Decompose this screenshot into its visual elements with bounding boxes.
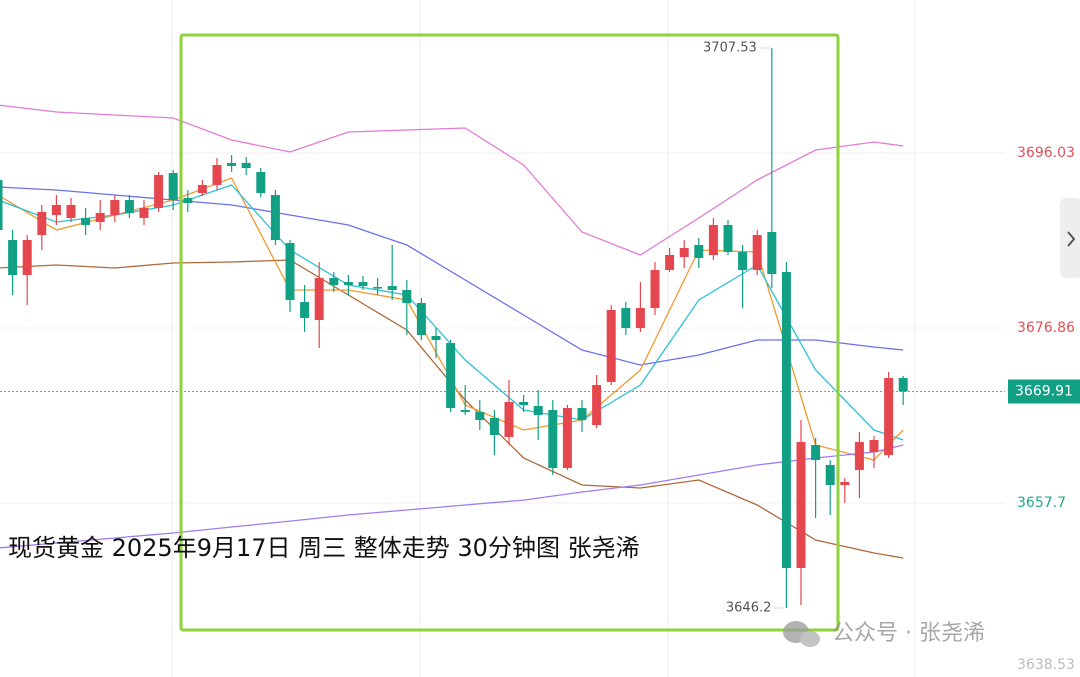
candle-body <box>752 235 762 270</box>
price-axis: 3696.03 3676.86 3657.7 3638.53 3707.53 3646.2… <box>703 41 1080 673</box>
candle-body <box>796 441 806 568</box>
chart-title: 现货黄金 2025年9月17日 周三 整体走势 30分钟图 张尧浠 <box>8 534 640 562</box>
candle-body <box>256 172 266 194</box>
candle-body <box>416 303 426 335</box>
lines <box>0 104 904 559</box>
y-tick-label: 3676.86 <box>1017 320 1075 336</box>
candle-body <box>606 309 616 383</box>
indicator-line <box>0 177 904 461</box>
candles <box>0 48 908 608</box>
candle-body <box>854 441 864 471</box>
candle-body <box>446 343 456 409</box>
candle-body <box>825 464 835 485</box>
watermark-text: 公众号 · 张尧浠 <box>832 621 985 646</box>
y-tick-label: 3657.7 <box>1017 495 1066 511</box>
candle-body <box>621 308 631 329</box>
candle-body <box>139 207 149 219</box>
indicator-line <box>0 186 904 366</box>
candle-body <box>37 212 47 236</box>
candle-body <box>402 289 412 304</box>
candle-body <box>300 302 310 319</box>
side-arrow-button[interactable] <box>1060 198 1080 278</box>
candle-body <box>811 445 821 460</box>
last-price-label: 3669.91 <box>1015 384 1073 400</box>
candle-body <box>81 218 91 225</box>
candle-body <box>51 204 61 216</box>
candle-body <box>270 195 280 241</box>
indicator-line <box>0 184 904 441</box>
indicator-line <box>0 259 904 559</box>
candle-body <box>533 406 543 415</box>
last-price-tag <box>1008 379 1080 404</box>
candle-body <box>241 162 251 168</box>
candle-body <box>0 180 3 230</box>
candle-body <box>562 408 572 469</box>
candle-body <box>592 385 602 426</box>
candle-body <box>95 213 105 223</box>
candle-body <box>475 412 485 420</box>
candle-body <box>738 251 748 270</box>
candle-body <box>197 184 207 194</box>
y-tick-label: 3638.53 <box>1017 657 1075 673</box>
candle-body <box>329 278 339 286</box>
candle-body <box>548 410 558 469</box>
indicator-line <box>0 104 904 256</box>
candle-body <box>708 224 718 256</box>
candle-body <box>314 278 324 321</box>
candle-body <box>898 377 908 392</box>
candle-body <box>635 308 645 329</box>
candle-body <box>8 240 18 275</box>
candle-body <box>489 417 499 436</box>
candle-body <box>66 204 76 219</box>
candle-body <box>781 271 791 568</box>
watermark: 公众号 · 张尧浠 <box>783 621 985 647</box>
y-tick-label: 3696.03 <box>1017 145 1075 161</box>
candle-body <box>358 282 368 287</box>
candle-body <box>723 224 733 252</box>
candle-body <box>431 335 441 341</box>
candle-body <box>154 175 164 208</box>
candle-body <box>665 255 675 270</box>
candle-body <box>650 269 660 309</box>
candle-body <box>227 162 237 166</box>
candle-body <box>694 244 704 259</box>
candle-body <box>285 243 295 301</box>
highlight-box <box>179 33 840 632</box>
candle-body <box>884 377 894 456</box>
candle-body <box>577 408 587 420</box>
indicator-line <box>0 444 904 549</box>
candle-body <box>373 287 383 289</box>
vertical-grid <box>171 0 916 677</box>
candle-body <box>343 282 353 286</box>
candle-body <box>387 286 397 290</box>
candle-body <box>110 200 120 216</box>
candle-body <box>22 240 32 275</box>
candle-body <box>869 439 879 453</box>
candle-body <box>124 200 134 214</box>
candle-body <box>767 231 777 274</box>
candle-body <box>504 402 514 437</box>
candle-body <box>519 402 529 406</box>
candle-body <box>840 481 850 485</box>
max-label: 3707.53 <box>703 41 757 56</box>
candle-body <box>183 198 193 203</box>
candle-body <box>168 173 178 201</box>
min-label: 3646.2 <box>726 600 772 615</box>
candle-body <box>679 247 689 258</box>
candle-body <box>460 410 470 413</box>
grid <box>0 152 1005 504</box>
candle-body <box>212 164 222 185</box>
